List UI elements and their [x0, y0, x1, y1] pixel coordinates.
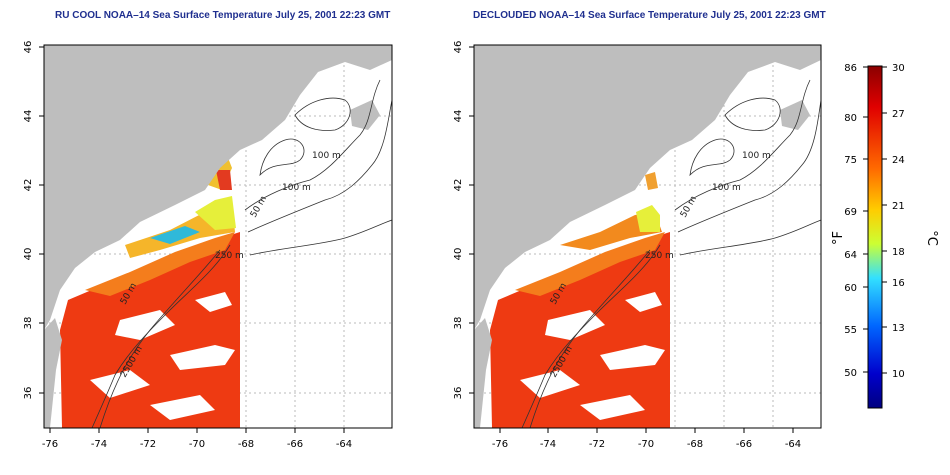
y-tick-label: 38 [453, 317, 464, 330]
contour-label: 250 m [215, 251, 244, 261]
x-tick-label: -72 [140, 439, 156, 450]
fahrenheit-axis-label: °F [831, 231, 846, 245]
y-tick-label: 40 [23, 248, 34, 261]
x-tick-label: -64 [785, 439, 801, 450]
contour-label: 250 m [645, 251, 674, 261]
temperature-colorbar: 86 80 75 69 64 60 55 50 30 27 24 21 18 1… [831, 63, 939, 409]
x-tick-label: -64 [336, 439, 352, 450]
fahrenheit-tick: 60 [844, 283, 857, 294]
fahrenheit-tick: 75 [844, 155, 857, 166]
contour-label: 100 m [712, 183, 741, 193]
y-tick-label: 38 [23, 317, 34, 330]
fahrenheit-tick: 50 [844, 368, 857, 379]
y-tick-label: 36 [23, 387, 34, 400]
colorbar-gradient [867, 65, 883, 409]
y-tick-label: 40 [453, 248, 464, 261]
x-tick-label: -76 [42, 439, 58, 450]
fahrenheit-tick: 80 [844, 113, 857, 124]
x-tick-label: -66 [287, 439, 303, 450]
y-tick-label: 44 [23, 110, 34, 123]
contour-label: 100 m [742, 151, 771, 161]
left-sst-map: 100 m 100 m 50 m 250 m 50 m 2500 m -76 -… [23, 41, 393, 450]
celsius-axis-label: °C [924, 230, 939, 246]
celsius-tick: 10 [892, 369, 905, 380]
x-tick-label: -74 [540, 439, 556, 450]
right-sst-map: 100 m 100 m 50 m 250 m 50 m 2500 m -76 -… [453, 41, 822, 450]
contour-label: 100 m [312, 151, 341, 161]
x-tick-label: -70 [638, 439, 654, 450]
x-tick-label: -72 [589, 439, 605, 450]
x-tick-label: -70 [189, 439, 205, 450]
contour-label: 100 m [282, 183, 311, 193]
x-tick-label: -74 [91, 439, 107, 450]
x-tick-label: -68 [238, 439, 254, 450]
y-tick-label: 44 [453, 110, 464, 123]
fahrenheit-tick: 64 [844, 250, 857, 261]
fahrenheit-tick: 55 [844, 325, 857, 336]
right-map-title: DECLOUDED NOAA–14 Sea Surface Temperatur… [473, 10, 826, 21]
y-tick-label: 36 [453, 387, 464, 400]
x-tick-label: -66 [736, 439, 752, 450]
celsius-tick: 13 [892, 323, 905, 334]
y-tick-label: 42 [23, 179, 34, 192]
x-tick-label: -68 [687, 439, 703, 450]
x-tick-label: -76 [492, 439, 508, 450]
y-tick-label: 46 [23, 41, 34, 54]
celsius-tick: 21 [892, 201, 905, 212]
left-map-title: RU COOL NOAA–14 Sea Surface Temperature … [55, 10, 391, 21]
fahrenheit-tick: 86 [844, 63, 857, 74]
fahrenheit-tick: 69 [844, 207, 857, 218]
celsius-tick: 16 [892, 278, 905, 289]
celsius-tick: 24 [892, 155, 905, 166]
y-tick-label: 46 [453, 41, 464, 54]
celsius-tick: 18 [892, 247, 905, 258]
y-tick-label: 42 [453, 179, 464, 192]
celsius-tick: 30 [892, 63, 905, 74]
celsius-tick: 27 [892, 109, 905, 120]
